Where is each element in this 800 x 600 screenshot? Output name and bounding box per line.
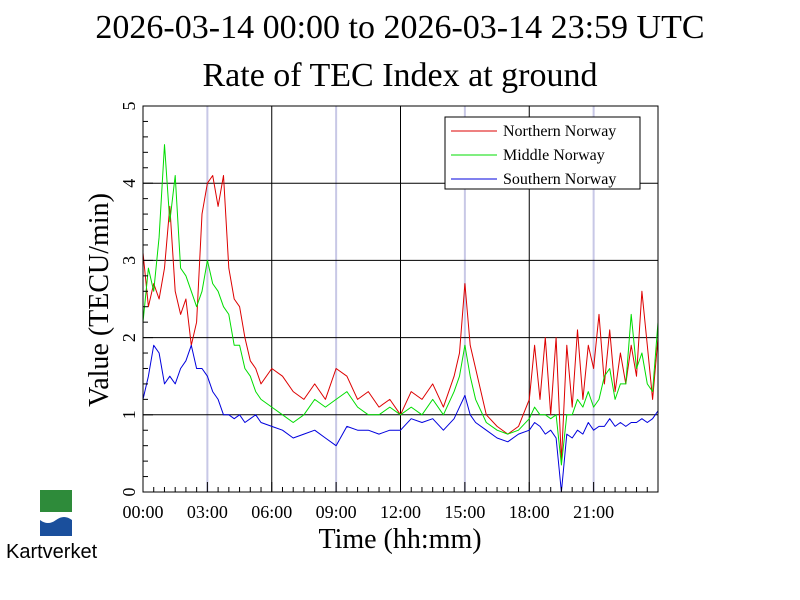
x-tick-label: 21:00 (573, 502, 614, 522)
series-line-3 (142, 344, 659, 493)
y-axis-label: Value (TECU/min) (84, 193, 115, 407)
y-tick-label: 2 (119, 333, 139, 342)
y-tick-label: 1 (119, 410, 139, 419)
x-tick-label: 03:00 (187, 502, 228, 522)
legend: Northern Norway Middle Norway Southern Nor… (444, 116, 641, 190)
legend-box (444, 116, 641, 190)
x-tick-label: 12:00 (380, 502, 421, 522)
y-tick-label: 3 (119, 256, 139, 265)
chart-subtitle: Rate of TEC Index at ground (202, 57, 598, 94)
axes: 0 1 2 3 4 5 00:00 03:00 06:00 09:00 12:00 15:00 18:0… (119, 102, 659, 522)
chart-title: 2026-03-14 00:00 to 2026-03-14 23:59 UTC (95, 9, 705, 46)
series-line-1 (142, 175, 659, 462)
x-tick-label: 00:00 (122, 502, 163, 522)
series-layer (142, 144, 659, 493)
legend-label: Northern Norway (503, 123, 616, 140)
y-tick-label: 5 (119, 102, 139, 111)
kartverket-logo-icon (40, 490, 72, 536)
x-tick-label: 06:00 (251, 502, 292, 522)
x-tick-label: 18:00 (509, 502, 550, 522)
y-tick-label: 0 (119, 488, 139, 497)
legend-label: Southern Norway (503, 171, 616, 188)
y-tick-label: 4 (119, 179, 139, 188)
logo-text: Kartverket (6, 541, 98, 563)
legend-label: Middle Norway (503, 147, 605, 164)
x-axis-label: Time (hh:mm) (318, 524, 482, 555)
x-tick-label: 15:00 (444, 502, 485, 522)
series-line-2 (142, 144, 659, 466)
x-tick-label: 09:00 (316, 502, 357, 522)
